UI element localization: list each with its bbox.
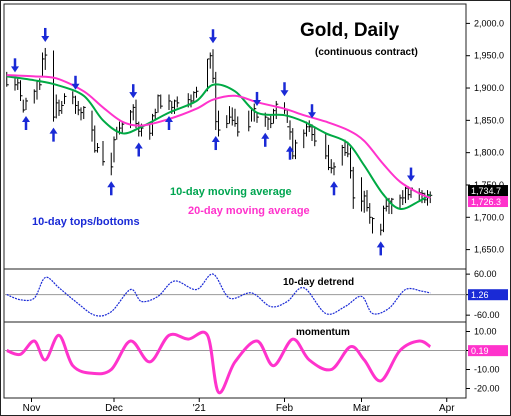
x-tick-label: '21 xyxy=(193,403,206,414)
down-arrow xyxy=(11,58,19,73)
down-arrow xyxy=(280,82,289,97)
chart-subtitle: (continuous contract) xyxy=(315,47,418,58)
down-arrow xyxy=(41,27,50,42)
momentum-last-readout-label: 0.19 xyxy=(471,346,489,356)
price-y-tick-label: 1,650.0 xyxy=(474,245,504,255)
chart-title: Gold, Daily xyxy=(300,20,400,41)
arrow-head xyxy=(165,116,173,122)
x-tick-label: Nov xyxy=(23,403,41,414)
price-bars xyxy=(6,47,433,236)
arrow-head xyxy=(41,35,50,42)
arrow-head xyxy=(308,112,316,119)
arrow-head xyxy=(261,132,270,139)
10-day-moving-average-line xyxy=(6,75,431,210)
x-tick-label: Apr xyxy=(439,403,455,414)
down-arrow xyxy=(308,104,316,119)
momentum-panel-title: momentum xyxy=(296,327,350,338)
momentum-y-tick-label: -10.00 xyxy=(474,365,500,375)
down-arrow xyxy=(71,75,80,90)
x-tick-label: Dec xyxy=(105,403,123,414)
arrow-head xyxy=(107,181,116,188)
x-tick-label: Mar xyxy=(353,403,371,414)
price-last-readout-label: 1,734.7 xyxy=(471,186,501,196)
arrow-head xyxy=(209,37,217,44)
arrow-head xyxy=(211,136,220,143)
price-y-tick-label: 1,900.0 xyxy=(474,83,504,93)
up-arrow xyxy=(134,142,143,157)
annotation-10-day-ma: 10-day moving average xyxy=(170,186,292,198)
price-y-tick-label: 1,750.0 xyxy=(474,180,504,190)
up-arrow xyxy=(211,136,220,151)
detrend-panel-title: 10-day detrend xyxy=(283,277,354,288)
arrow-head xyxy=(134,142,143,149)
detrend-y-tick-label: -60.00 xyxy=(474,310,500,320)
detrend-last-readout-label: 1.26 xyxy=(471,290,489,300)
arrow-head xyxy=(376,241,385,248)
moving-average-lines xyxy=(6,74,431,210)
arrow-head xyxy=(407,175,415,182)
arrow-head xyxy=(129,92,138,99)
price-last-readout-box xyxy=(468,185,508,197)
down-arrow xyxy=(253,91,261,106)
detrend-y-tick-label: 60.00 xyxy=(474,269,497,279)
up-arrow xyxy=(330,181,338,196)
arrow-head xyxy=(280,90,289,97)
arrow-head xyxy=(49,127,58,134)
annotation-tops-bottoms: 10-day tops/bottoms xyxy=(32,216,140,228)
up-arrow xyxy=(261,132,270,147)
momentum-y-tick-label: 10.00 xyxy=(474,327,497,337)
last-value-readouts: 1,734.71,726.3 1.26 0.19 xyxy=(468,185,508,357)
momentum-y-tick-label: -20.00 xyxy=(474,384,500,394)
up-arrow xyxy=(286,145,294,160)
arrow-head xyxy=(253,99,261,106)
down-arrow xyxy=(129,84,138,99)
arrow-head xyxy=(11,66,19,73)
price-y-tick-label: 1,800.0 xyxy=(474,148,504,158)
arrow-head xyxy=(330,181,338,188)
momentum-last-readout-box xyxy=(468,345,508,357)
momentum-line xyxy=(6,330,432,395)
arrow-head xyxy=(22,116,30,122)
price-y-tick-label: 2,000.0 xyxy=(474,18,504,28)
up-arrow xyxy=(165,116,173,130)
momentum-panel-frame xyxy=(3,321,467,399)
up-arrow xyxy=(49,127,58,142)
arrow-head xyxy=(71,83,80,90)
down-arrow xyxy=(407,167,415,182)
price-y-tick-label: 1,950.0 xyxy=(474,51,504,61)
price-y-tick-label: 1,850.0 xyxy=(474,115,504,125)
detrend-last-readout-box xyxy=(468,289,508,301)
turning-point-arrows xyxy=(11,27,415,256)
up-arrow xyxy=(107,181,116,196)
x-axis-ticks: Nov Dec '21 Feb Mar Apr xyxy=(23,398,455,414)
arrow-head xyxy=(286,145,294,152)
down-arrow xyxy=(209,29,217,44)
price-y-tick-label: 1,700.0 xyxy=(474,212,504,222)
up-arrow xyxy=(376,241,385,256)
indicator-lines xyxy=(4,273,466,395)
ma20-last-readout-label: 1,726.3 xyxy=(471,197,501,207)
detrend-line xyxy=(6,273,431,317)
ma20-last-readout-box xyxy=(468,196,508,208)
up-arrow xyxy=(22,116,30,130)
20-day-moving-average-line xyxy=(6,74,431,199)
annotation-20-day-ma: 20-day moving average xyxy=(188,205,310,217)
x-tick-label: Feb xyxy=(276,403,294,414)
